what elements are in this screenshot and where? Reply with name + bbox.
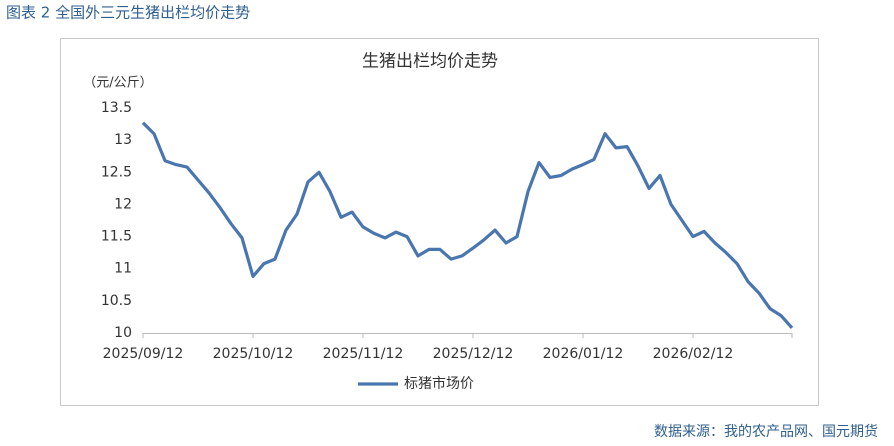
x-tick-label: 2025/11/12 — [323, 346, 404, 362]
x-tick-label: 2025/09/12 — [103, 346, 184, 362]
y-tick-label: 13.5 — [101, 100, 132, 116]
x-tick-label: 2026/02/12 — [653, 346, 734, 362]
y-tick-label: 10 — [114, 325, 132, 341]
figure-title: 图表 2 全国外三元生猪出栏均价走势 — [6, 4, 250, 22]
y-tick-label: 13 — [114, 132, 132, 148]
x-tick-label: 2025/10/12 — [213, 346, 294, 362]
data-line — [141, 121, 794, 329]
x-tick-label: 2025/12/12 — [433, 346, 514, 362]
legend-label: 标猪市场价 — [404, 375, 474, 392]
y-tick-label: 11.5 — [101, 229, 132, 245]
y-tick-label: 10.5 — [101, 293, 132, 309]
x-tick-label: 2026/01/12 — [543, 346, 624, 362]
y-tick-label: 12 — [114, 196, 132, 212]
chart-title: 生猪出栏均价走势 — [362, 52, 498, 72]
y-axis-label: （元/公斤） — [83, 76, 152, 91]
y-tick-label: 12.5 — [101, 164, 132, 180]
source-note: 数据来源：我的农产品网、国元期货 — [654, 423, 878, 440]
y-tick-label: 11 — [114, 261, 132, 277]
chart-frame — [60, 38, 819, 406]
